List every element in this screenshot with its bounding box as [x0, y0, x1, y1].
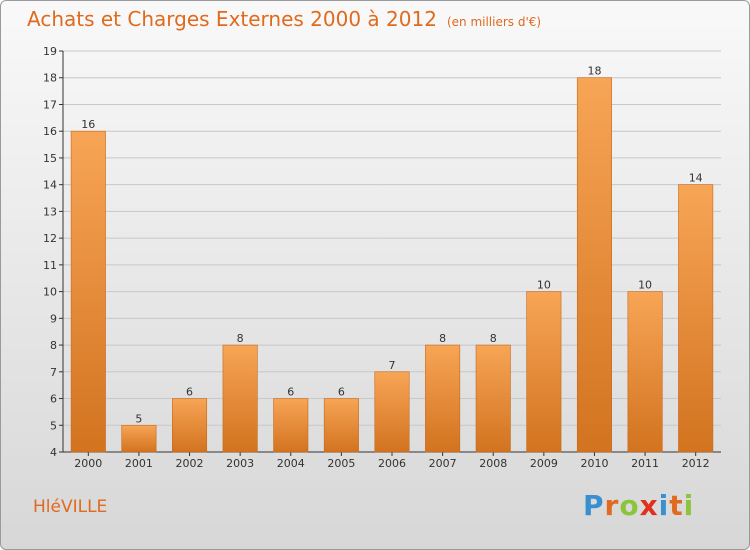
- logo-letter: o: [619, 489, 640, 522]
- bar-2001: [121, 424, 157, 453]
- logo-letter: r: [604, 489, 620, 522]
- commune-name: HléVILLE: [33, 497, 108, 517]
- x-tick-label-2010: 2010: [580, 457, 608, 470]
- y-tick-label: 10: [43, 286, 57, 299]
- bar-2005: [323, 398, 359, 453]
- x-tick-label-2012: 2012: [682, 457, 710, 470]
- x-tick-label-2004: 2004: [277, 457, 305, 470]
- logo-letter: P: [583, 489, 605, 522]
- logo-letter: i: [683, 489, 695, 522]
- x-tick-label-2003: 2003: [226, 457, 254, 470]
- x-tick-label-2007: 2007: [429, 457, 457, 470]
- y-tick-label: 6: [50, 393, 57, 406]
- data-label-2001: 5: [135, 412, 142, 425]
- y-tick-label: 16: [43, 125, 57, 138]
- bar-2006: [374, 371, 410, 453]
- y-tick-label: 12: [43, 232, 57, 245]
- y-tick-label: 19: [43, 45, 57, 58]
- bar-2011: [627, 291, 663, 453]
- data-label-2012: 14: [689, 172, 703, 185]
- proxiti-logo: Proxiti: [583, 489, 694, 522]
- data-label-2010: 18: [587, 65, 601, 78]
- x-tick-label-2001: 2001: [125, 457, 153, 470]
- chart-subtitle: (en milliers d'€): [446, 15, 542, 29]
- data-label-2008: 8: [490, 332, 497, 345]
- data-label-2004: 6: [287, 386, 294, 399]
- bar-2009: [526, 291, 562, 453]
- bar-2000: [70, 130, 106, 453]
- y-tick-label: 15: [43, 152, 57, 165]
- data-label-2006: 7: [389, 359, 396, 372]
- y-tick-label: 7: [50, 366, 57, 379]
- data-label-2011: 10: [638, 279, 652, 292]
- bar-2002: [172, 398, 208, 453]
- x-tick-label-2011: 2011: [631, 457, 659, 470]
- x-tick-label-2006: 2006: [378, 457, 406, 470]
- logo-letter: i: [658, 489, 670, 522]
- bar-2010: [576, 77, 612, 453]
- bar-2003: [222, 344, 258, 453]
- data-label-2002: 6: [186, 386, 193, 399]
- data-label-2005: 6: [338, 386, 345, 399]
- y-tick-label: 9: [50, 312, 57, 325]
- x-tick-label-2008: 2008: [479, 457, 507, 470]
- y-tick-label: 17: [43, 98, 57, 111]
- logo-letter: x: [639, 489, 659, 522]
- x-tick-label-2002: 2002: [176, 457, 204, 470]
- y-tick-label: 18: [43, 72, 57, 85]
- x-tick-label-2000: 2000: [74, 457, 102, 470]
- data-label-2003: 8: [237, 332, 244, 345]
- y-tick-label: 11: [43, 259, 57, 272]
- data-label-2000: 16: [81, 118, 95, 131]
- data-label-2007: 8: [439, 332, 446, 345]
- y-tick-label: 4: [50, 446, 57, 459]
- bar-2012: [678, 184, 714, 453]
- y-tick-label: 13: [43, 205, 57, 218]
- y-tick-label: 5: [50, 419, 57, 432]
- chart-title: Achats et Charges Externes 2000 à 2012 (e…: [27, 7, 542, 31]
- bar-2004: [273, 398, 309, 453]
- y-tick-label: 14: [43, 179, 57, 192]
- data-label-2009: 10: [537, 279, 551, 292]
- bar-2008: [475, 344, 511, 453]
- logo-letter: t: [669, 489, 684, 522]
- x-tick-label-2009: 2009: [530, 457, 558, 470]
- y-tick-label: 8: [50, 339, 57, 352]
- x-tick-label-2005: 2005: [327, 457, 355, 470]
- bar-2007: [425, 344, 461, 453]
